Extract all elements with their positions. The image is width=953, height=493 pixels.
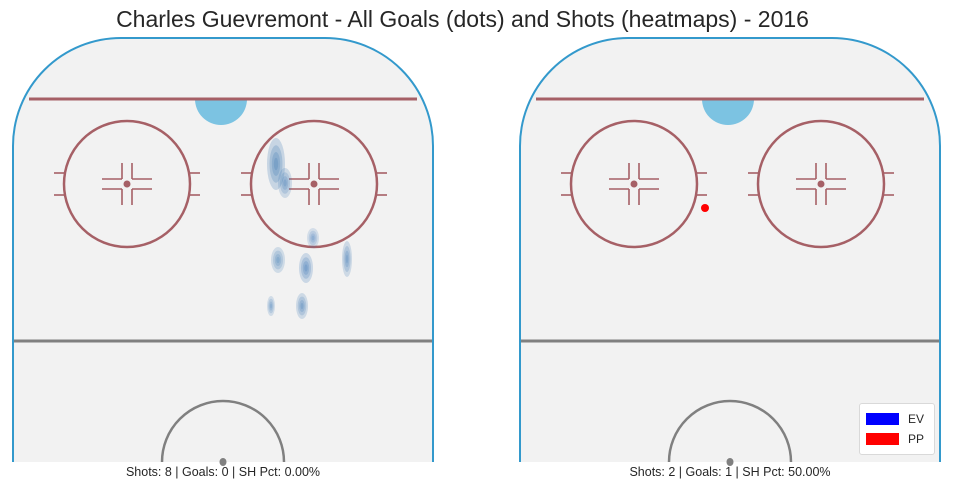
left-left-faceoff-dot <box>123 180 131 188</box>
left-right-faceoff-dot <box>310 180 318 188</box>
left-shot-density-7-level-0 <box>307 228 319 248</box>
right-right-faceoff-circle <box>756 119 886 249</box>
right-goal-point-0 <box>701 204 709 212</box>
left-boards <box>12 37 434 462</box>
left-shot-density-2-level-2 <box>274 254 282 266</box>
left-right-faceoff-circle <box>249 119 379 249</box>
left-shot-density-2-level-1 <box>272 250 284 270</box>
left-shot-density-1-level-0 <box>278 168 292 198</box>
legend: EV PP <box>859 403 935 455</box>
legend-item-ev: EV <box>866 409 928 429</box>
left-shot-density-4-level-3 <box>345 254 349 264</box>
left-ice-surface <box>13 38 433 462</box>
left-shot-density-0-level-0 <box>267 138 285 190</box>
left-shot-density-5-level-2 <box>299 300 305 312</box>
left-shot-density-0-level-3 <box>273 157 279 171</box>
left-center-circle <box>160 399 286 463</box>
left-left-faceoff-circle <box>62 119 192 249</box>
left-heatmap <box>267 138 352 319</box>
left-shot-density-2-level-0 <box>271 247 285 273</box>
right-left-faceoff-dot <box>630 180 638 188</box>
left-shot-density-4-level-2 <box>344 250 350 268</box>
left-shot-density-5-level-1 <box>297 296 307 316</box>
left-shot-density-3-level-3 <box>304 264 308 272</box>
right-goal-crease <box>702 99 754 125</box>
left-shot-density-3-level-1 <box>300 257 312 279</box>
left-goal-crease <box>195 99 247 125</box>
right-left-faceoff-circle <box>569 119 699 249</box>
left-shot-density-1-level-2 <box>281 176 289 190</box>
left-shot-density-1-level-1 <box>279 172 291 194</box>
rink-right-panel <box>519 37 941 466</box>
left-shot-density-0-level-1 <box>269 145 283 183</box>
left-shot-density-5-level-0 <box>296 293 308 319</box>
chart-title: Charles Guevremont - All Goals (dots) an… <box>116 6 809 32</box>
left-shot-density-7-level-1 <box>308 230 318 246</box>
left-shot-density-4-level-1 <box>343 246 351 272</box>
left-shot-density-6-level-0 <box>267 296 275 316</box>
right-center-circle <box>667 399 793 463</box>
left-shot-density-7-level-3 <box>311 235 315 241</box>
left-shot-density-4-level-0 <box>342 241 352 277</box>
right-right-faceoff-dot <box>817 180 825 188</box>
left-center-dot <box>219 458 227 466</box>
left-shot-density-0-level-2 <box>271 152 281 176</box>
right-boards <box>519 37 941 462</box>
right-ice-surface <box>520 38 940 462</box>
left-shot-density-5-level-3 <box>300 302 304 310</box>
legend-label-ev: EV <box>908 412 925 426</box>
left-shot-density-3-level-0 <box>299 253 313 283</box>
left-shot-density-6-level-3 <box>270 303 272 309</box>
left-shot-density-6-level-2 <box>269 301 273 311</box>
left-panel-caption: Shots: 8 | Goals: 0 | SH Pct: 0.00% <box>125 465 321 479</box>
legend-item-pp: PP <box>866 429 928 449</box>
left-shot-density-1-level-3 <box>283 179 287 187</box>
rink-left-panel <box>12 37 434 466</box>
left-shot-density-6-level-1 <box>268 298 274 314</box>
legend-swatch-ev <box>866 413 899 425</box>
left-shot-density-3-level-2 <box>302 261 310 275</box>
legend-swatch-pp <box>866 433 899 445</box>
right-panel-caption: Shots: 2 | Goals: 1 | SH Pct: 50.00% <box>629 465 831 479</box>
left-shot-density-7-level-2 <box>310 233 316 243</box>
right-center-dot <box>726 458 734 466</box>
legend-label-pp: PP <box>908 432 925 446</box>
left-shot-density-2-level-3 <box>276 256 280 264</box>
